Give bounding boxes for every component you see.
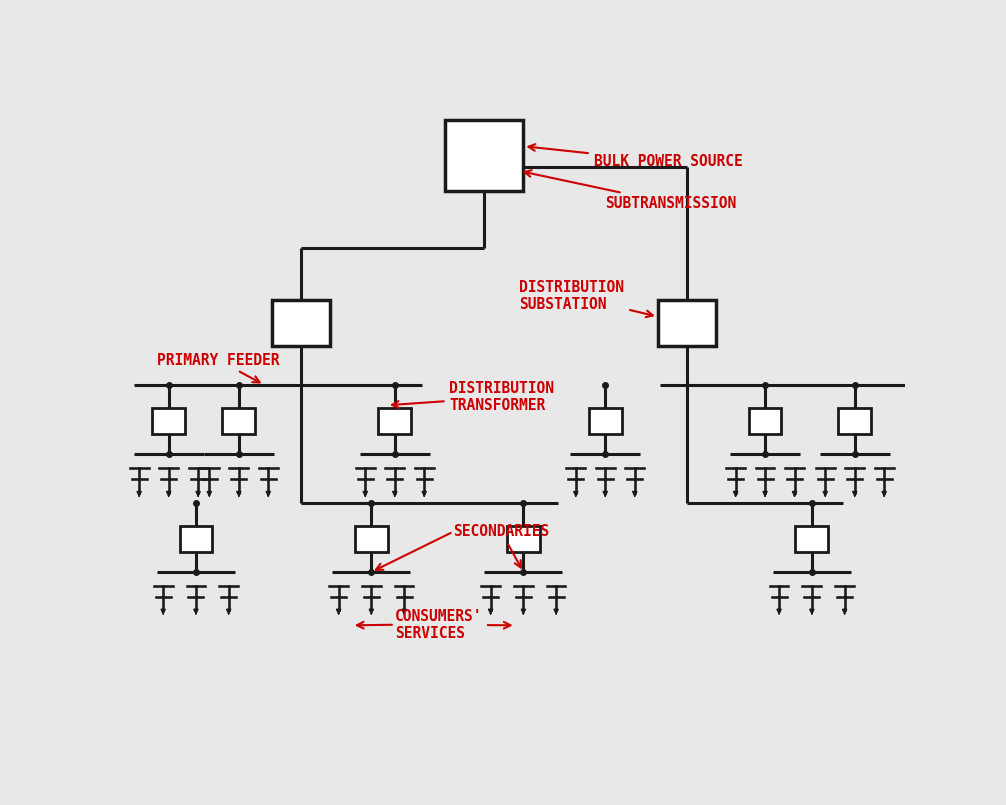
Bar — [355, 526, 387, 552]
Text: DISTRIBUTION
SUBSTATION: DISTRIBUTION SUBSTATION — [519, 280, 653, 317]
Bar — [748, 408, 782, 435]
Text: BULK POWER SOURCE: BULK POWER SOURCE — [528, 144, 742, 169]
Bar — [446, 120, 523, 191]
Text: DISTRIBUTION
TRANSFORMER: DISTRIBUTION TRANSFORMER — [392, 381, 554, 414]
Text: PRIMARY FEEDER: PRIMARY FEEDER — [157, 353, 280, 382]
Bar — [838, 408, 871, 435]
Bar — [658, 299, 716, 346]
Bar — [507, 526, 540, 552]
Text: SECONDARIES: SECONDARIES — [453, 524, 549, 568]
Bar — [179, 526, 212, 552]
Bar — [378, 408, 411, 435]
Bar — [222, 408, 256, 435]
Bar — [152, 408, 185, 435]
Text: SUBTRANSMISSION: SUBTRANSMISSION — [524, 170, 736, 211]
Bar — [272, 299, 330, 346]
Bar — [796, 526, 828, 552]
Bar — [589, 408, 622, 435]
Text: CONSUMERS'
SERVICES: CONSUMERS' SERVICES — [394, 609, 510, 641]
